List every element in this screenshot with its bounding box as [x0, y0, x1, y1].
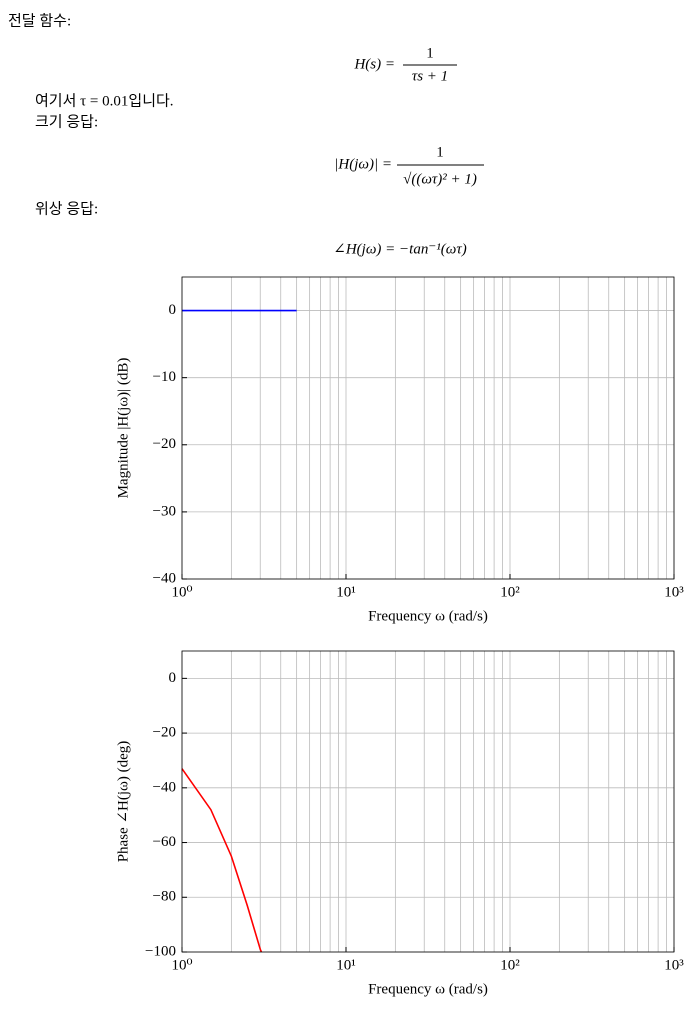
- line: [181, 768, 263, 953]
- x-tick-label: 10²: [500, 584, 520, 600]
- x-tick-label: 10³: [664, 584, 684, 600]
- y-tick-label: −30: [153, 503, 176, 519]
- x-axis-label: Frequency ω (rad/s): [368, 608, 488, 624]
- plot-frame: [181, 276, 675, 580]
- y-tick-label: −80: [153, 889, 176, 905]
- y-tick-label: −10: [153, 369, 176, 385]
- x-tick-label: 10¹: [336, 584, 356, 600]
- formula-lhs: H(s) =: [353, 56, 395, 72]
- formula: ∠H(jω) = −tan⁻¹(ωτ): [333, 241, 466, 257]
- y-tick-label: 0: [169, 670, 177, 686]
- formula-denominator: τs + 1: [412, 68, 448, 84]
- x-tick-label: 10³: [664, 957, 684, 973]
- text: 크기 응답:: [35, 113, 98, 130]
- y-axis-label: Phase ∠H(jω) (deg): [115, 741, 131, 863]
- x-tick-label: 10⁰: [171, 584, 192, 600]
- text: 위상 응답:: [35, 200, 98, 217]
- x-tick-label: 10²: [500, 957, 520, 973]
- formula-numerator: 1: [436, 144, 444, 160]
- y-tick-label: −20: [153, 436, 176, 452]
- formula-numerator: 1: [426, 45, 434, 61]
- heading: 전달 함수:: [8, 12, 71, 29]
- y-axis-label: Magnitude |H(jω)| (dB): [115, 358, 131, 499]
- x-axis-label: Frequency ω (rad/s): [368, 981, 488, 997]
- formula-lhs: |H(jω)| =: [334, 156, 392, 172]
- x-tick-label: 10⁰: [171, 957, 192, 973]
- y-tick-label: 0: [169, 302, 177, 318]
- y-tick-label: −40: [153, 570, 176, 586]
- x-tick-label: 10¹: [336, 957, 356, 973]
- text: 여기서 τ = 0.01입니다.: [35, 92, 174, 109]
- y-tick-label: −40: [153, 779, 176, 795]
- plot-frame: [181, 650, 675, 953]
- y-tick-label: −100: [145, 943, 176, 959]
- y-tick-label: −20: [153, 725, 176, 741]
- y-tick-label: −60: [153, 834, 176, 850]
- formula-denominator: √((ωτ)² + 1): [403, 171, 477, 187]
